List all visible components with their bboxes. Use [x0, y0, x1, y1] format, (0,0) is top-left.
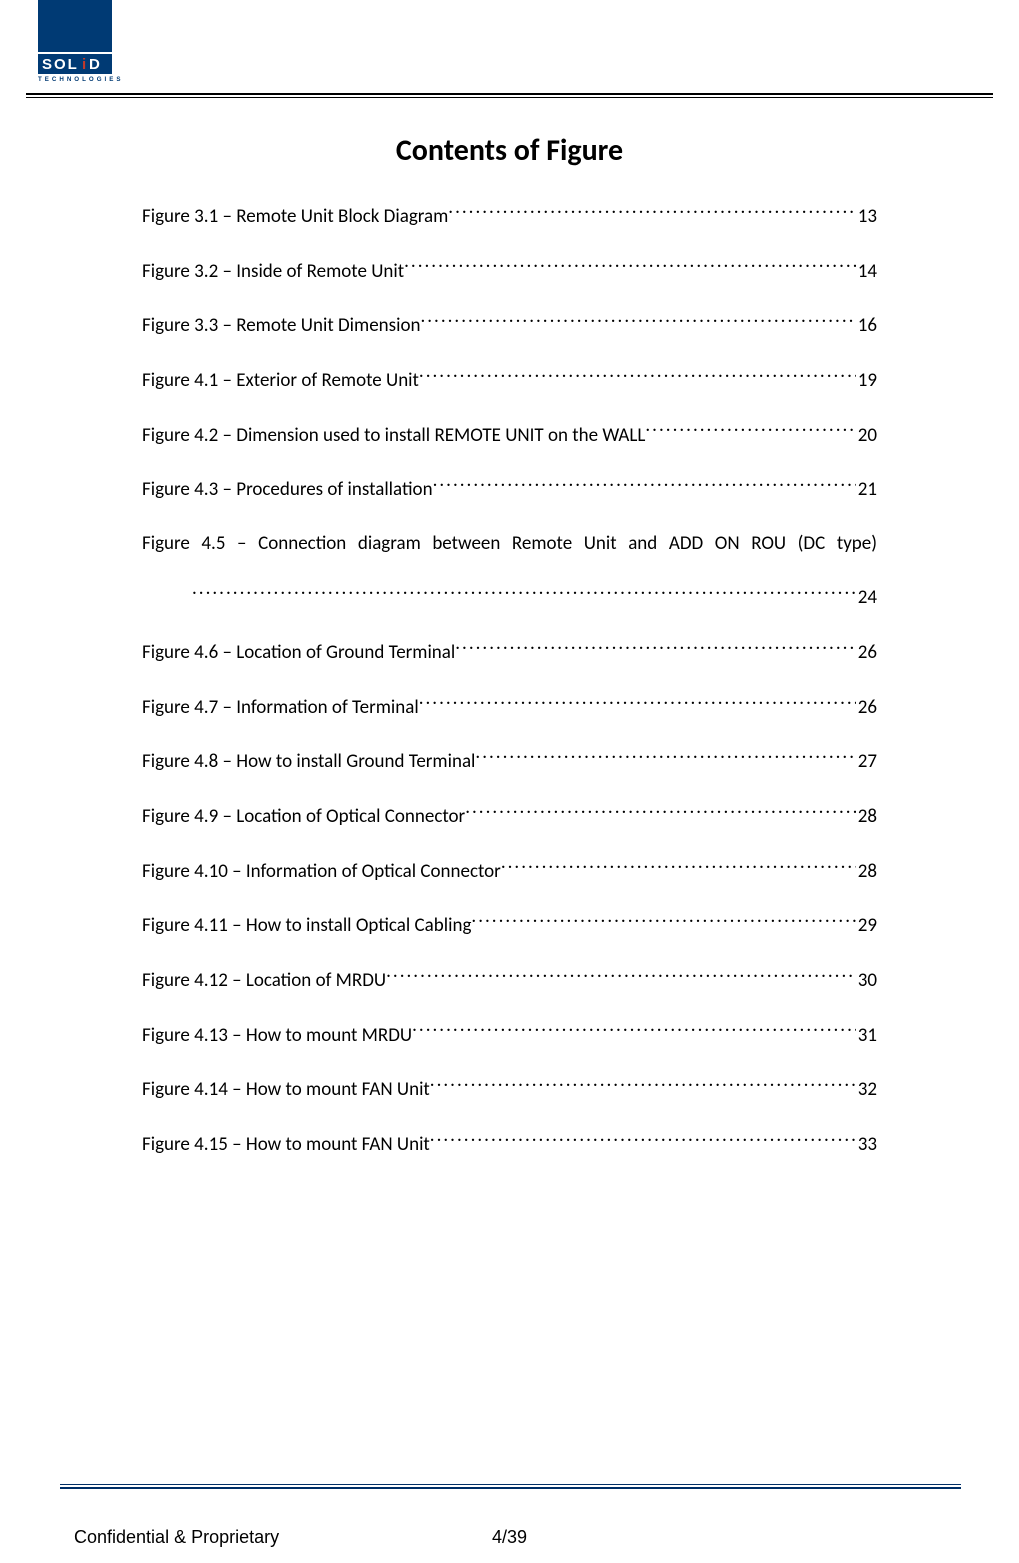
toc-page: 20: [856, 423, 877, 449]
page: SOL i D TECHNOLOGIES Contents of Figure …: [0, 0, 1019, 1563]
toc-page: 30: [856, 968, 877, 994]
toc-page: 29: [856, 913, 877, 939]
toc-leader: [448, 203, 855, 222]
toc-leader: [430, 1131, 856, 1150]
toc-leader: [420, 312, 855, 331]
toc-entry: Figure 4.13 – How to mount MRDU 31: [142, 1022, 877, 1049]
toc-entry: Figure 4.2 – Dimension used to install R…: [142, 422, 877, 449]
toc-label: Figure 4.8 – How to install Ground Termi…: [142, 749, 475, 775]
toc-page: 31: [856, 1023, 877, 1049]
toc-label: Figure 4.2 – Dimension used to install R…: [142, 423, 645, 449]
toc-label: Figure 3.1 – Remote Unit Block Diagram: [142, 204, 448, 230]
toc-label: Figure 3.2 – Inside of Remote Unit: [142, 259, 404, 285]
toc-label: Figure 4.14 – How to mount FAN Unit: [142, 1077, 430, 1103]
toc-leader: [501, 858, 856, 877]
toc-entry: Figure 4.10 – Information of Optical Con…: [142, 858, 877, 885]
toc-page: 19: [856, 368, 877, 394]
toc-entry: Figure 4.6 – Location of Ground Terminal…: [142, 639, 877, 666]
logo-wordmark: SOL i D: [38, 54, 112, 74]
toc-leader: [386, 967, 856, 986]
toc-page: 14: [856, 259, 877, 285]
footer-rule-thick: [60, 1487, 961, 1489]
toc-entry: Figure 4.1 – Exterior of Remote Unit 19: [142, 367, 877, 394]
toc-page: 16: [856, 313, 877, 339]
toc-leader: [455, 639, 855, 658]
footer-rule: [60, 1484, 961, 1489]
svg-text:D: D: [89, 56, 102, 72]
toc-entry: Figure 3.2 – Inside of Remote Unit 14: [142, 258, 877, 285]
toc-label: Figure 4.10 – Information of Optical Con…: [142, 859, 501, 885]
footer-page-number: 4/39: [0, 1527, 1019, 1548]
toc-leader: [645, 422, 855, 441]
logo: SOL i D TECHNOLOGIES: [38, 0, 112, 87]
toc-label: Figure 4.7 – Information of Terminal: [142, 695, 419, 721]
toc-label: Figure 3.3 – Remote Unit Dimension: [142, 313, 420, 339]
toc-leader: [192, 584, 856, 603]
toc-entry: Figure 3.1 – Remote Unit Block Diagram 1…: [142, 203, 877, 230]
toc-entry: Figure 4.15 – How to mount FAN Unit 33: [142, 1131, 877, 1158]
footer-rule-thin: [60, 1484, 961, 1485]
toc-label: Figure 4.15 – How to mount FAN Unit: [142, 1132, 430, 1158]
toc-page: 33: [856, 1132, 877, 1158]
toc-leader: [419, 367, 856, 386]
toc-leader: [471, 912, 855, 931]
toc-leader: [419, 694, 856, 713]
toc-page: 28: [856, 804, 877, 830]
toc-leader: [404, 258, 856, 277]
toc-label: Figure 4.12 – Location of MRDU: [142, 968, 386, 994]
logo-subtext: TECHNOLOGIES: [38, 74, 112, 83]
toc-leader: [465, 803, 856, 822]
toc-page: 26: [856, 695, 877, 721]
toc-label: Figure 4.11 – How to install Optical Cab…: [142, 913, 471, 939]
header-rule-thick: [26, 93, 993, 95]
toc-leader: [475, 748, 855, 767]
toc-leader: [433, 476, 856, 495]
toc-leader: [412, 1022, 856, 1041]
toc-page: 26: [856, 640, 877, 666]
toc-entry: Figure 4.7 – Information of Terminal 26: [142, 694, 877, 721]
toc-page: 21: [856, 477, 877, 503]
toc-entry: Figure 4.11 – How to install Optical Cab…: [142, 912, 877, 939]
toc-label: Figure 4.13 – How to mount MRDU: [142, 1023, 412, 1049]
toc-label: Figure 4.5 – Connection diagram between …: [142, 532, 877, 555]
logo-block-icon: [38, 0, 112, 52]
toc-label: Figure 4.1 – Exterior of Remote Unit: [142, 368, 419, 394]
toc-page: 32: [856, 1077, 877, 1103]
toc-label: Figure 4.6 – Location of Ground Terminal: [142, 640, 455, 666]
toc-entry: Figure 3.3 – Remote Unit Dimension 16: [142, 312, 877, 339]
toc-entry: Figure 4.8 – How to install Ground Termi…: [142, 748, 877, 775]
toc-label: Figure 4.3 – Procedures of installation: [142, 477, 433, 503]
page-title: Contents of Figure: [142, 132, 877, 169]
toc-entry: Figure 4.3 – Procedures of installation …: [142, 476, 877, 503]
toc-page: 28: [856, 859, 877, 885]
header: SOL i D TECHNOLOGIES: [0, 0, 1019, 87]
toc-page: 13: [856, 204, 877, 230]
toc-entry: Figure 4.12 – Location of MRDU 30: [142, 967, 877, 994]
toc-list: Figure 3.1 – Remote Unit Block Diagram 1…: [142, 203, 877, 1158]
toc-entry: Figure 4.9 – Location of Optical Connect…: [142, 803, 877, 830]
svg-text:SOL: SOL: [42, 56, 79, 72]
svg-text:i: i: [82, 56, 86, 72]
toc-entry: Figure 4.14 – How to mount FAN Unit 32: [142, 1076, 877, 1103]
toc-entry: Figure 4.5 – Connection diagram between …: [142, 531, 877, 557]
content: Contents of Figure Figure 3.1 – Remote U…: [0, 98, 1019, 1158]
toc-leader: [430, 1076, 856, 1095]
toc-page: 24: [856, 585, 877, 611]
toc-label: Figure 4.9 – Location of Optical Connect…: [142, 804, 465, 830]
toc-entry: 24: [142, 584, 877, 611]
toc-page: 27: [856, 749, 877, 775]
